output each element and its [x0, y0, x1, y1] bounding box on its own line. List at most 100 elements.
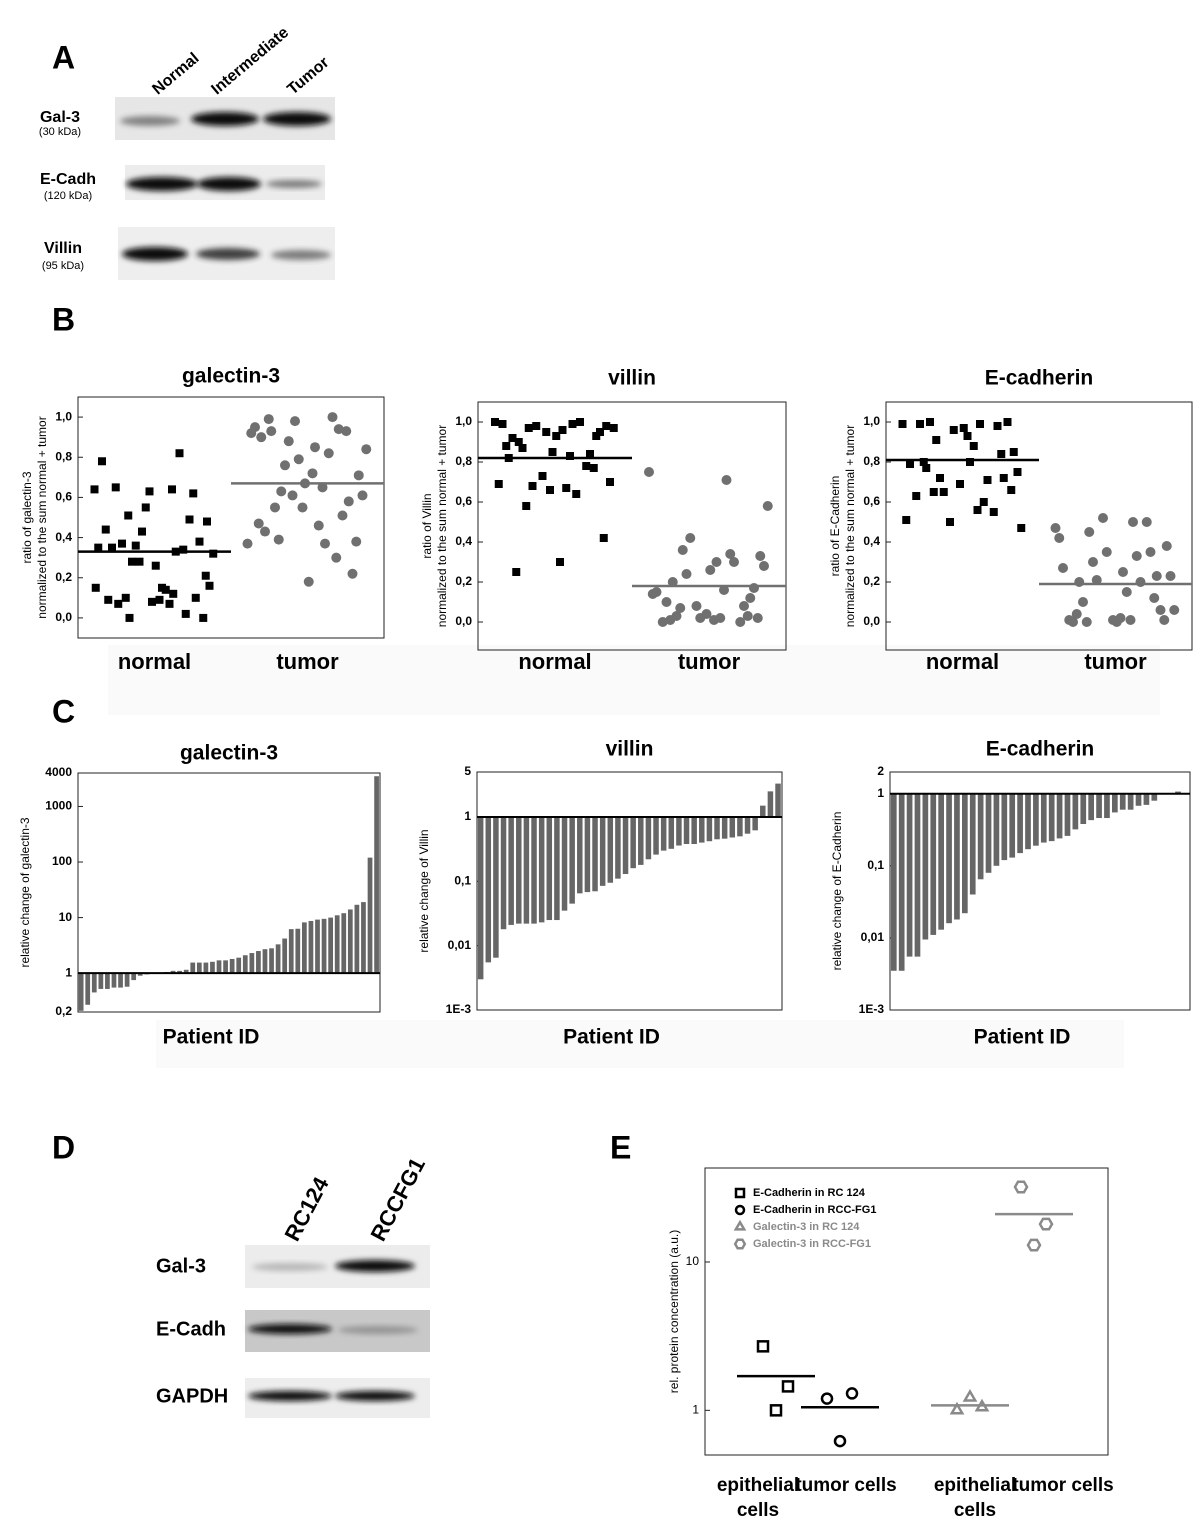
bar [1088, 793, 1094, 821]
marker [734, 1187, 746, 1199]
marker [759, 561, 769, 571]
plot-frame [477, 401, 787, 651]
marker [1078, 597, 1088, 607]
bar [493, 816, 499, 958]
bar [308, 920, 314, 974]
row-size: (30 kDa) [39, 126, 81, 138]
marker [922, 464, 931, 472]
bar [85, 973, 91, 1005]
y-tick-label: 1,0 [863, 414, 880, 428]
marker [169, 589, 178, 598]
y-tick-label: 2 [877, 764, 884, 778]
plot-frame [885, 401, 1193, 651]
bar [477, 816, 484, 980]
legend-label: Galectin-3 in RCC-FG1 [753, 1238, 871, 1250]
marker [596, 428, 604, 436]
marker [1135, 577, 1146, 587]
marker [131, 541, 140, 550]
bar [229, 958, 235, 974]
marker [287, 490, 298, 501]
bar [561, 816, 568, 911]
bar [622, 816, 629, 874]
bar [203, 962, 209, 974]
marker [343, 496, 354, 507]
marker [946, 518, 954, 526]
marker [1118, 567, 1128, 577]
y-tick-label: 1 [464, 809, 471, 823]
marker [327, 412, 338, 423]
marker [963, 432, 972, 440]
bar [98, 973, 104, 989]
plot-frame [476, 771, 783, 1011]
y-tick-label: 100 [52, 854, 72, 868]
marker [1013, 468, 1022, 476]
marker [297, 502, 308, 513]
y-tick-label: 0,1 [454, 873, 471, 887]
bar [969, 793, 976, 895]
panel-label: B [52, 301, 75, 337]
marker [1081, 617, 1092, 627]
y-tick-label: 0,8 [863, 454, 880, 468]
bar [930, 793, 937, 935]
bar [890, 793, 897, 971]
marker [599, 534, 608, 542]
row-label: GAPDH [156, 1385, 228, 1407]
bar [1104, 793, 1110, 819]
y-axis-label: normalized to the sum normal + tumor [435, 425, 449, 627]
marker [568, 420, 577, 428]
bar [1119, 793, 1126, 810]
marker [769, 1404, 783, 1417]
marker [602, 422, 611, 430]
lane-label: Intermediate [208, 24, 292, 98]
marker [1068, 617, 1078, 627]
marker [1003, 418, 1012, 426]
marker [101, 525, 110, 534]
marker [711, 557, 722, 567]
y-tick-label: 0,8 [55, 449, 72, 463]
bar [962, 793, 968, 914]
marker [558, 426, 567, 434]
marker [303, 576, 314, 587]
panel-label: E [610, 1129, 631, 1165]
plot-frame [77, 396, 385, 639]
bar [361, 902, 366, 974]
marker [1155, 605, 1166, 615]
y-tick-label: 0,2 [455, 574, 472, 588]
x-tick-label: normal [118, 649, 191, 674]
row-label: Villin [44, 240, 82, 257]
marker [337, 510, 348, 521]
marker [606, 478, 614, 486]
bar [752, 816, 758, 831]
marker [1131, 551, 1142, 561]
marker [989, 508, 998, 516]
marker [589, 464, 598, 472]
marker [528, 482, 537, 490]
marker [562, 484, 571, 492]
marker [323, 448, 334, 459]
marker [320, 538, 330, 549]
bar [977, 793, 984, 880]
marker [263, 414, 274, 425]
bar [577, 816, 583, 894]
marker [745, 593, 756, 603]
marker [121, 593, 130, 602]
marker [317, 482, 328, 493]
marker [522, 502, 531, 510]
marker [333, 424, 344, 435]
marker [542, 428, 551, 436]
y-axis-label: ratio of Villin [420, 493, 434, 558]
bar [584, 816, 591, 893]
y-axis-label: ratio of galectin-3 [20, 471, 34, 563]
bar [341, 913, 347, 974]
marker [983, 476, 992, 484]
marker [94, 543, 103, 552]
marker [956, 480, 964, 488]
bar [170, 970, 176, 974]
marker [242, 538, 253, 549]
lane-label: RC124 [279, 1172, 334, 1245]
chart-title: E-cadherin [986, 738, 1095, 761]
bar [760, 805, 766, 817]
y-tick-label: 10 [686, 1254, 700, 1268]
marker [201, 571, 210, 580]
marker [929, 488, 938, 496]
